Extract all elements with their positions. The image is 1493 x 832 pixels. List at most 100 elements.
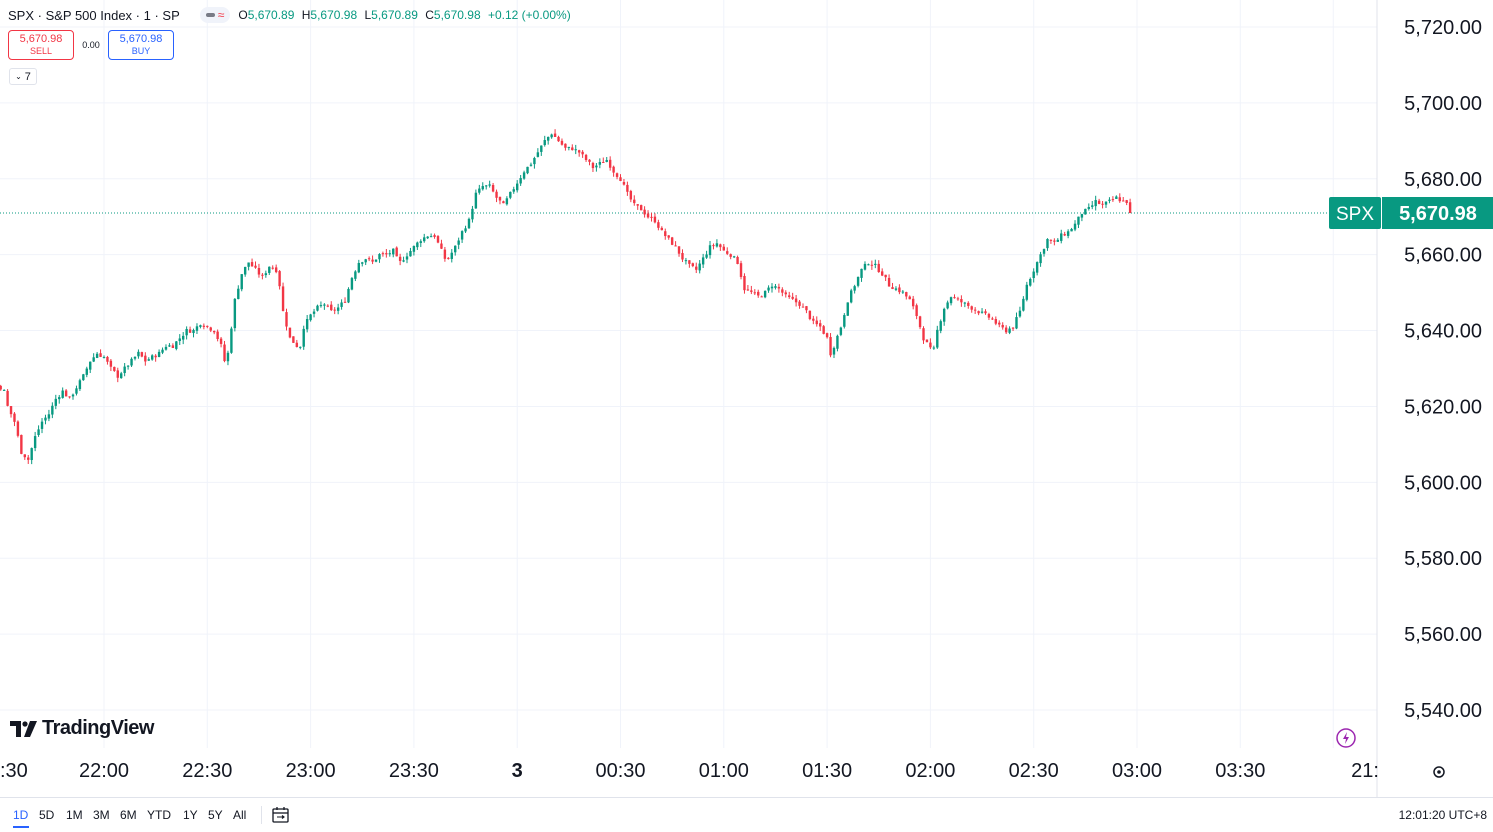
candle [925,339,929,343]
sell-button[interactable]: 5,670.98 SELL [8,30,74,60]
buy-button[interactable]: 5,670.98 BUY [108,30,174,60]
symbol-title[interactable]: SPX · S&P 500 Index · 1 · SP [8,7,180,23]
ohlc-open-value: 5,670.89 [247,8,295,22]
range-1m-button[interactable]: 1M [66,808,83,822]
candle [30,447,33,465]
candle [47,409,51,422]
price-axis[interactable]: 5,540.00 5,560.00 5,580.00 5,600.00 5,620.00… [1404,17,1482,722]
candle [405,252,409,264]
candle [254,261,257,269]
candle [281,282,285,312]
range-all-button[interactable]: All [233,808,247,822]
candle [829,333,832,358]
bottom-toolbar: 1D 5D 1M 3M 6M YTD 1Y 5Y All 12:01:20 UT… [0,797,1493,832]
candle [1108,197,1111,204]
candle [295,339,299,348]
candle [243,266,247,277]
candle [1046,238,1049,251]
candle [870,260,874,270]
candle [447,257,450,260]
tradingview-logo-icon [10,720,37,737]
candle [636,204,639,210]
candle [726,247,729,256]
candle [598,158,602,169]
time-axis[interactable]: :30 22:00 22:30 23:00 23:30 3 00:30 01:00 01:30 0… [0,760,1379,782]
candle [1077,216,1080,229]
candle [109,358,113,372]
candle [867,263,870,266]
time-tick-label: 21: [1351,760,1379,782]
range-5d-button[interactable]: 5D [39,808,55,822]
candle [151,354,154,361]
candle [667,235,670,240]
candle [412,245,416,256]
candle [1101,200,1104,209]
range-ytd-button[interactable]: YTD [147,808,171,822]
candle [33,431,37,452]
range-6m-button[interactable]: 6M [120,808,137,822]
candle [612,165,615,177]
chart-settings-button[interactable] [1432,765,1446,784]
candle [460,230,464,243]
candle [1056,238,1060,242]
range-5y-button[interactable]: 5Y [208,808,223,822]
candle [130,357,133,368]
chevron-down-icon: ⌄ [15,72,22,81]
candle [75,385,78,396]
candle [305,315,309,333]
candle [843,313,846,329]
bolt-icon [1336,728,1356,748]
candle [440,239,443,250]
candle [1091,200,1094,210]
candle [753,289,756,296]
candlestick-chart[interactable]: 5,540.00 5,560.00 5,580.00 5,600.00 5,620.00… [0,0,1493,797]
candle [757,289,760,298]
candle [385,248,388,258]
range-1y-button[interactable]: 1Y [183,808,198,822]
candle [1001,322,1004,330]
candle [815,316,818,327]
date-range-button[interactable] [271,806,291,829]
indicators-toggle-button[interactable]: ⌄ 7 [9,68,37,85]
candle [1094,195,1097,211]
candle [464,225,467,233]
candle [822,324,825,335]
candle [58,394,61,404]
candle [832,346,836,359]
candle [567,146,571,151]
market-status-pill[interactable]: ≈ [199,7,231,23]
tradingview-logo[interactable]: TradingView [10,717,154,740]
time-tick-label: 03:30 [1215,760,1265,782]
candle [219,336,223,348]
candle [605,156,608,163]
candle [116,367,119,383]
candle [426,236,429,240]
time-tick-label: 23:00 [286,760,336,782]
candle [1066,229,1070,239]
candle [299,346,302,350]
utc-clock[interactable]: 12:01:20 UTC+8 [1398,808,1487,822]
candle [250,258,254,267]
price-tick-label: 5,660.00 [1404,245,1482,267]
candle [261,272,264,280]
indicators-count: 7 [24,70,31,83]
candle [980,308,984,314]
candle [619,174,622,182]
candle [801,303,805,308]
candle [1011,327,1015,332]
candle [708,240,712,259]
candle [825,332,829,339]
candle [712,243,715,250]
candle [181,332,185,345]
range-1d-button[interactable]: 1D [13,808,29,822]
candle [6,389,9,407]
candle [1097,198,1101,205]
candle [85,366,88,378]
range-3m-button[interactable]: 3M [93,808,110,822]
candle [546,136,550,145]
candle [898,284,901,295]
price-tick-label: 5,720.00 [1404,17,1482,39]
bolt-button[interactable] [1335,727,1357,754]
candle [591,161,595,173]
candle [681,249,684,263]
